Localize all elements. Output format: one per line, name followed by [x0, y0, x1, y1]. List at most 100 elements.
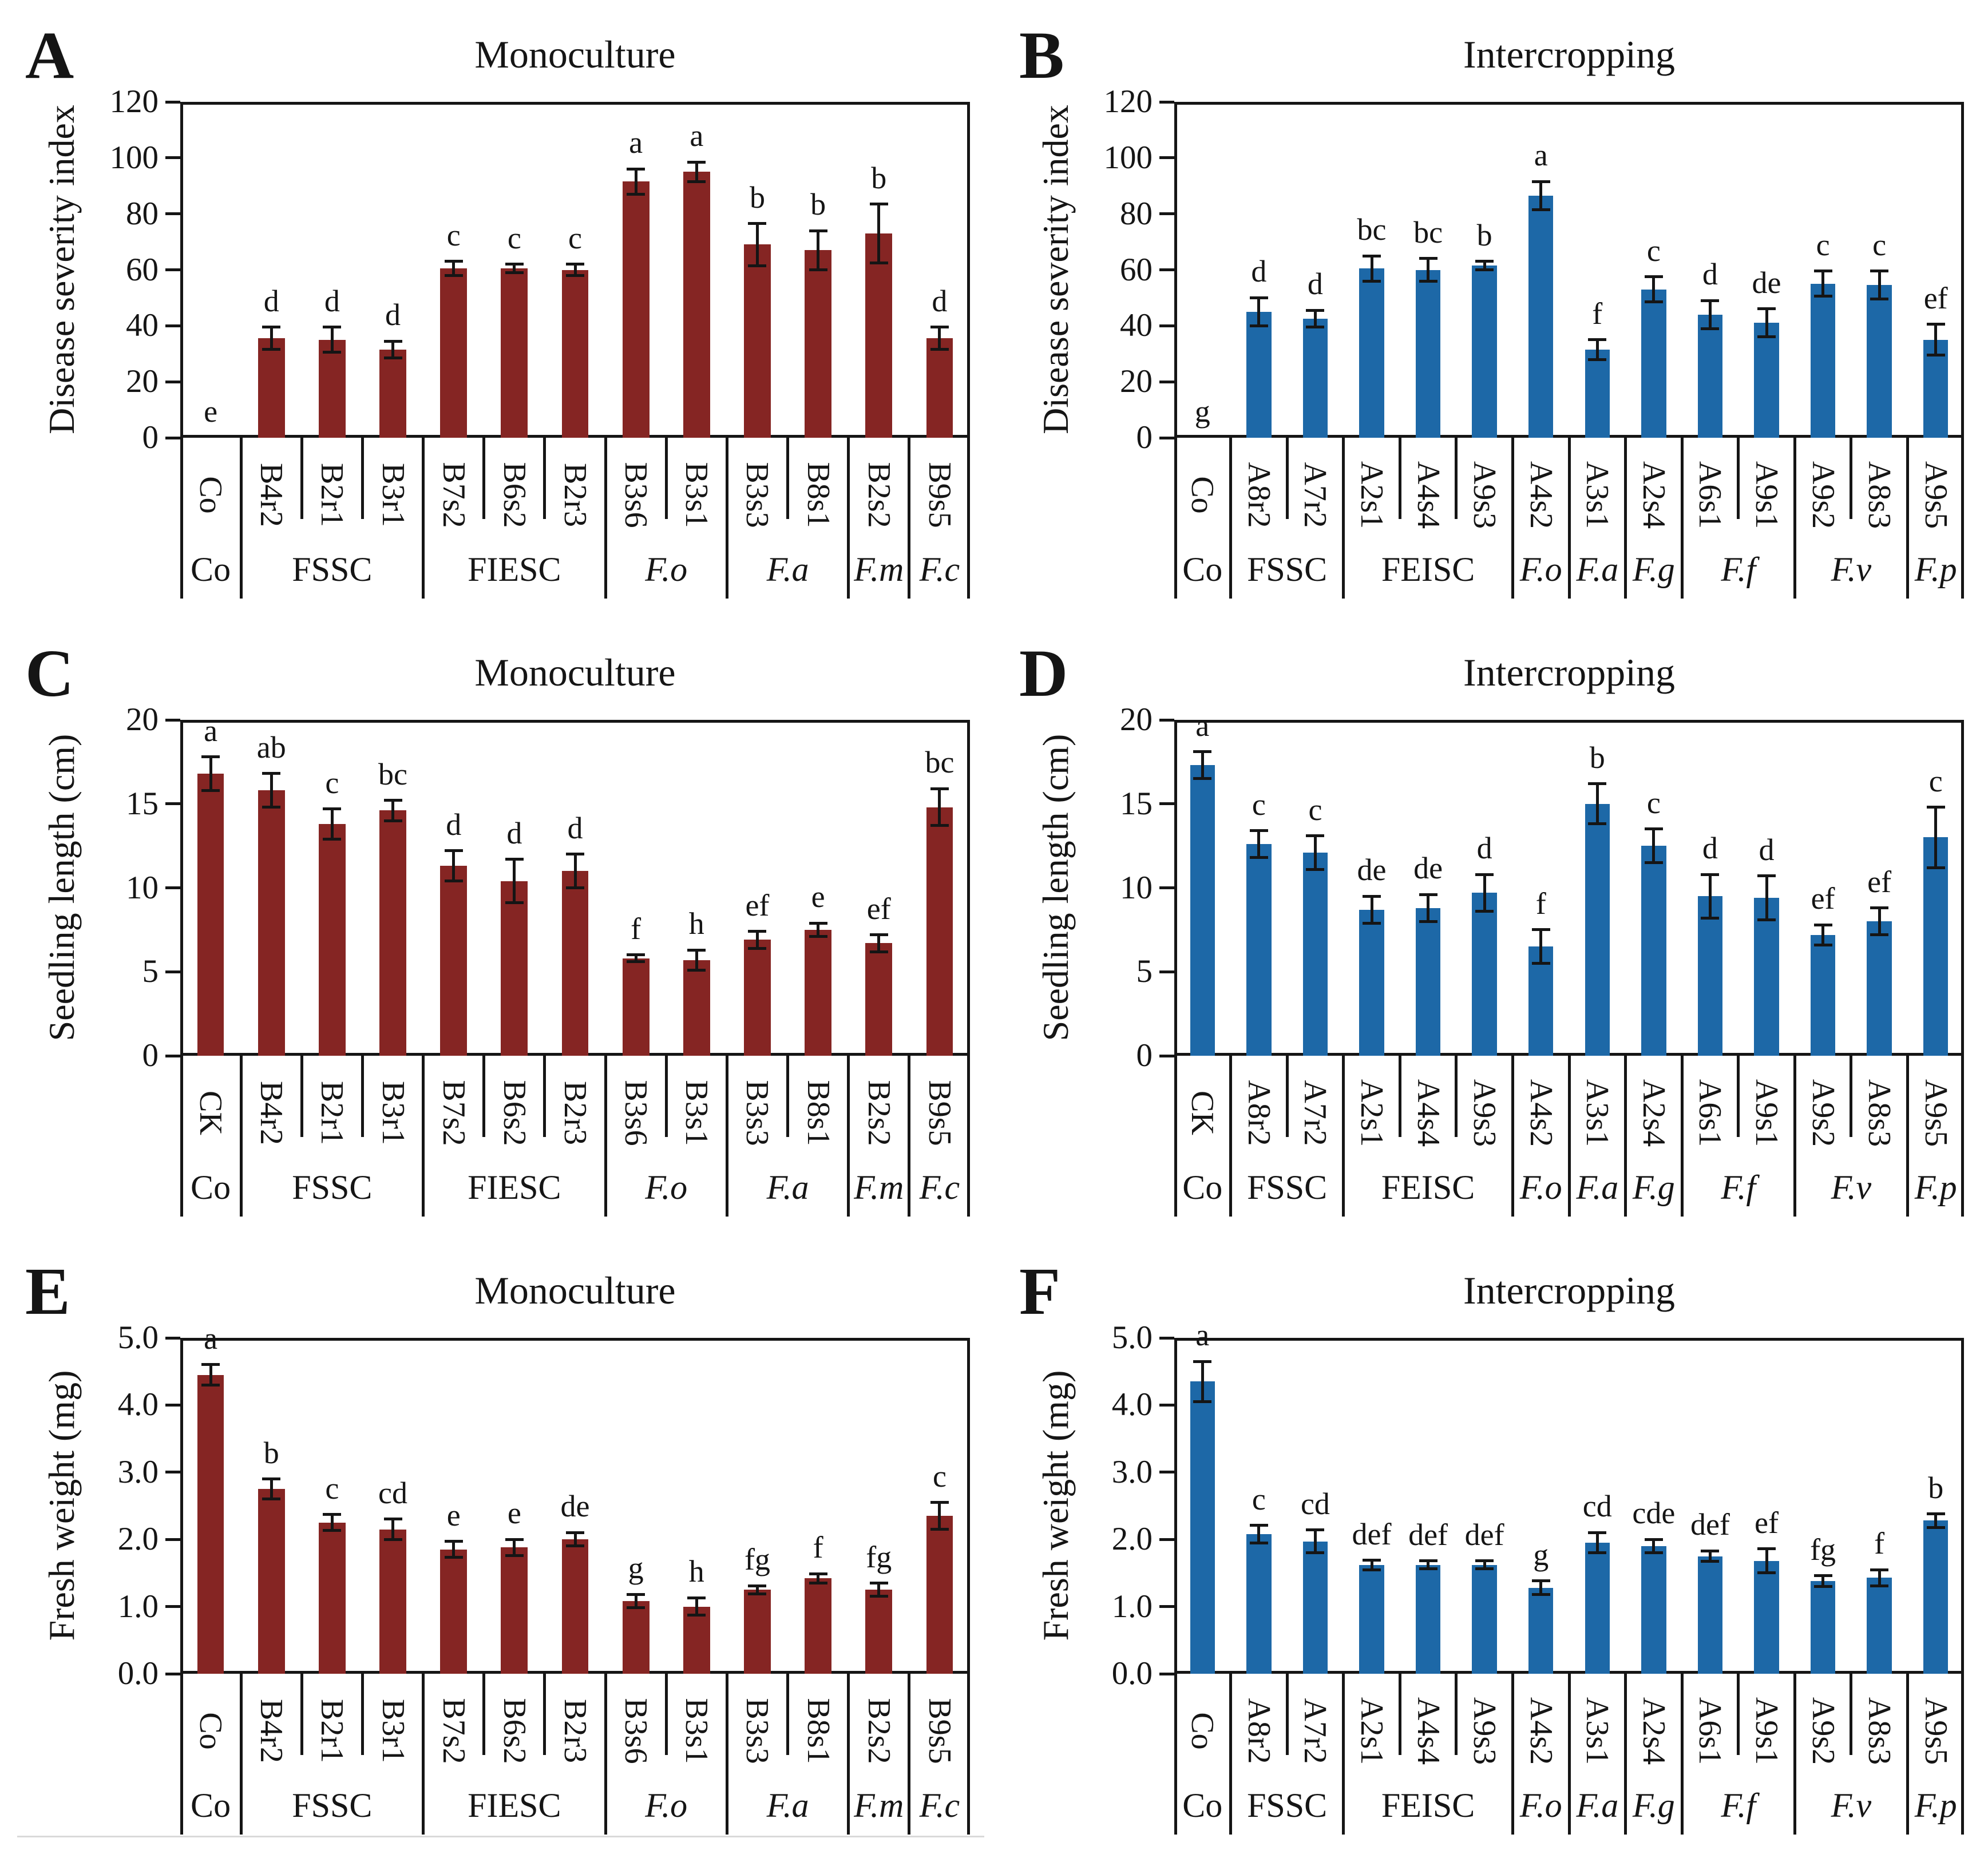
error-bar-cap-top	[1870, 270, 1889, 273]
error-bar-cap-bottom	[201, 1383, 220, 1386]
error-bar-cap-top	[687, 948, 706, 952]
separator-line	[1398, 1056, 1401, 1137]
error-bar-cap-top	[262, 326, 281, 329]
separator-line	[1737, 1056, 1740, 1137]
x-category-label: B7s2	[435, 1080, 472, 1146]
separator-line-right-edge	[1961, 1056, 1964, 1217]
error-bar-cap-bottom	[566, 1544, 584, 1548]
error-bar-cap-top	[1249, 829, 1268, 833]
bar	[561, 871, 589, 1056]
error-bar-cap-bottom	[1193, 1400, 1212, 1404]
sig-letter: b	[749, 180, 765, 215]
separator-line	[422, 1056, 425, 1217]
group-label: F.g	[1632, 1786, 1675, 1824]
sig-letter: d	[324, 283, 340, 318]
error-bar	[634, 1594, 637, 1608]
error-bar	[391, 1519, 395, 1540]
y-tick	[165, 1471, 180, 1474]
separator-line	[543, 1674, 546, 1755]
error-bar	[1652, 276, 1656, 302]
bar	[1867, 1578, 1892, 1674]
group-label: Co	[1182, 1786, 1223, 1824]
y-tick-label: 20	[126, 702, 159, 738]
separator-line	[786, 1674, 790, 1755]
bar	[1810, 934, 1836, 1056]
panel-C: C Monoculture Seedling length (cm) 0 5 10 1…	[0, 618, 994, 1236]
sig-letter: d	[1759, 832, 1775, 867]
error-bar	[330, 809, 334, 839]
separator-line	[361, 1674, 364, 1755]
bar	[1810, 283, 1836, 438]
error-bar-cap-top	[1249, 1524, 1268, 1527]
y-tick	[1159, 1471, 1174, 1474]
error-bar	[1370, 896, 1373, 924]
panel-A: A Monoculture Disease severity index 0 20…	[0, 0, 994, 618]
x-category-label: A9s2	[1805, 461, 1841, 529]
y-tick	[1159, 156, 1174, 160]
sig-letter: fg	[866, 1539, 892, 1574]
error-bar-cap-bottom	[1249, 324, 1268, 327]
chart-title: Intercropping	[1463, 1269, 1676, 1312]
y-tick	[1159, 212, 1174, 216]
y-tick	[1159, 380, 1174, 383]
error-bar-cap-bottom	[1531, 1592, 1550, 1596]
error-bar-cap-bottom	[262, 806, 281, 809]
error-bar-cap-bottom	[1870, 298, 1889, 301]
x-category-label: B3s3	[739, 1698, 775, 1764]
x-category-label: A3s1	[1579, 1079, 1615, 1147]
separator-line	[422, 1674, 425, 1835]
error-bar-cap-top	[444, 260, 463, 263]
error-bar-cap-bottom	[1193, 777, 1212, 781]
sig-letter: d	[1702, 831, 1718, 866]
x-category-label: B2r3	[557, 1699, 593, 1763]
separator-line	[1680, 1674, 1684, 1835]
error-bar-cap-top	[1757, 307, 1776, 311]
separator-line	[847, 438, 850, 599]
error-bar-cap-top	[1531, 1579, 1550, 1583]
separator-line	[1511, 1056, 1514, 1217]
sig-letter: g	[1533, 1537, 1549, 1572]
separator-line	[604, 1674, 607, 1835]
group-label: FSSC	[292, 1168, 373, 1206]
bar	[1190, 1381, 1215, 1674]
bar	[622, 181, 650, 438]
x-category-label: Co	[193, 476, 229, 514]
sig-letter: bc	[925, 745, 955, 780]
error-bar-cap-bottom	[1475, 1567, 1494, 1571]
error-bar-cap-top	[1644, 827, 1663, 831]
sig-letter: a	[1534, 138, 1548, 173]
y-tick-label: 15	[126, 785, 159, 822]
x-category-label: A8r2	[1241, 1080, 1277, 1146]
group-label: F.f	[1721, 550, 1756, 588]
separator-line	[1229, 438, 1233, 599]
error-bar-cap-bottom	[505, 901, 524, 905]
bar	[1472, 1564, 1497, 1674]
separator-line	[361, 438, 364, 519]
separator-line	[422, 438, 425, 599]
y-tick	[165, 324, 180, 327]
error-bar-cap-bottom	[809, 268, 827, 271]
y-tick-label: 5.0	[117, 1320, 159, 1356]
error-bar	[391, 341, 395, 358]
group-label: F.p	[1914, 1168, 1957, 1206]
sig-letter: c	[1252, 1481, 1266, 1516]
error-bar-cap-top	[1813, 270, 1832, 273]
error-bar	[513, 1539, 516, 1556]
y-tick	[1159, 1605, 1174, 1609]
error-bar	[1313, 310, 1317, 327]
sig-letter: c	[1308, 792, 1322, 827]
sig-letter: b	[1928, 1470, 1944, 1505]
error-bar-cap-bottom	[323, 351, 342, 354]
y-tick	[1159, 100, 1174, 104]
sig-letter: de	[1357, 853, 1387, 888]
separator-line-left-edge	[180, 438, 183, 599]
sig-letter: f	[1874, 1526, 1885, 1561]
x-category-label: B6s2	[496, 462, 532, 528]
sig-letter: c	[325, 765, 339, 800]
bar	[258, 338, 285, 438]
error-bar-cap-top	[627, 167, 645, 171]
separator-line	[1793, 1056, 1796, 1217]
separator-line	[1511, 438, 1514, 599]
error-bar	[270, 1479, 273, 1499]
sig-letter: ef	[745, 888, 770, 922]
